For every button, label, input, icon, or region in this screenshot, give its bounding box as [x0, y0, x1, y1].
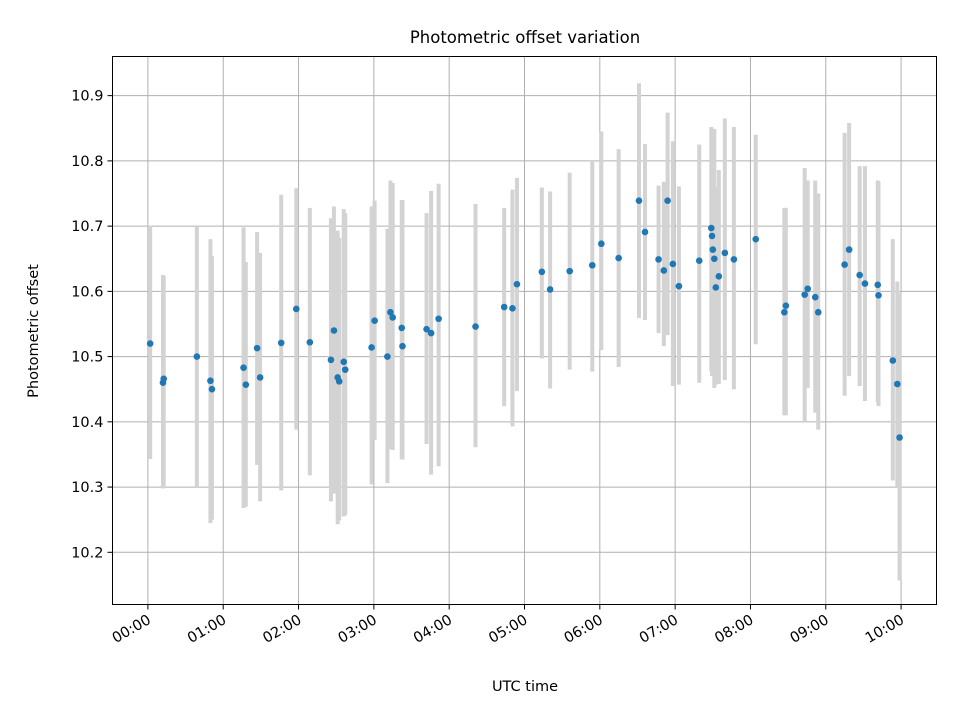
y-tick-label: 10.2 [71, 545, 103, 561]
x-axis-label: UTC time [492, 679, 558, 695]
data-point [715, 273, 723, 280]
y-axis-label: Photometric offset [26, 264, 42, 398]
y-tick-label: 10.8 [71, 154, 103, 170]
data-point [804, 285, 812, 293]
data-point [875, 291, 882, 299]
data-point [368, 344, 375, 351]
y-tick-label: 10.3 [71, 480, 103, 496]
data-point [708, 232, 716, 240]
y-tick-label: 10.6 [71, 284, 103, 300]
data-point [615, 254, 622, 262]
data-point [841, 261, 848, 268]
data-point [889, 357, 897, 364]
data-point [660, 267, 668, 274]
data-point [341, 366, 349, 373]
y-tick-label: 10.7 [71, 219, 103, 235]
data-point [513, 280, 521, 288]
data-point [146, 340, 154, 347]
y-tick-label: 10.9 [71, 89, 103, 105]
data-point [277, 339, 285, 347]
data-point [546, 286, 554, 293]
data-points [146, 197, 903, 441]
data-point [371, 317, 378, 325]
data-point [384, 353, 391, 360]
data-point [712, 284, 720, 291]
data-point [389, 314, 396, 321]
data-point [500, 303, 508, 311]
data-point [566, 267, 573, 275]
data-point [801, 291, 808, 298]
data-point [655, 256, 662, 263]
data-point [896, 434, 903, 441]
data-point [664, 197, 671, 204]
data-point [193, 353, 201, 360]
data-point [752, 235, 760, 243]
data-point [782, 302, 790, 310]
data-point [330, 327, 338, 334]
y-tick-label: 10.4 [71, 415, 103, 431]
data-point [781, 308, 788, 316]
data-point [861, 280, 869, 287]
y-tick-label: 10.5 [71, 350, 103, 366]
data-point [894, 380, 901, 388]
data-point [335, 378, 343, 385]
data-point [242, 381, 250, 388]
data-point [669, 260, 677, 268]
data-point [398, 324, 406, 332]
data-point [874, 281, 882, 289]
data-point [253, 344, 261, 352]
data-point [427, 329, 435, 337]
data-point [538, 268, 546, 276]
data-point [811, 293, 819, 301]
data-point [435, 315, 442, 323]
data-point [292, 305, 300, 313]
data-point [423, 325, 430, 333]
data-point [707, 224, 715, 232]
data-point [845, 246, 853, 253]
data-point [509, 305, 516, 312]
data-point [256, 374, 264, 381]
data-point [340, 358, 348, 366]
data-point [472, 323, 479, 330]
data-point [721, 249, 729, 257]
chart-title: Photometric offset variation [410, 28, 640, 47]
data-point [160, 375, 168, 383]
data-point [635, 197, 643, 204]
data-point [695, 257, 703, 264]
data-point [711, 255, 718, 263]
data-point [814, 308, 822, 316]
data-point [387, 308, 394, 316]
data-point [208, 385, 216, 393]
data-point [641, 228, 649, 236]
data-point [709, 246, 717, 253]
data-point [399, 342, 406, 350]
data-point [207, 377, 214, 385]
data-point [598, 240, 605, 248]
data-point [730, 256, 738, 263]
data-point [240, 364, 247, 371]
data-point [306, 338, 314, 346]
data-point [327, 356, 335, 364]
data-point [588, 261, 596, 269]
data-point [675, 282, 683, 290]
data-point [856, 271, 863, 279]
